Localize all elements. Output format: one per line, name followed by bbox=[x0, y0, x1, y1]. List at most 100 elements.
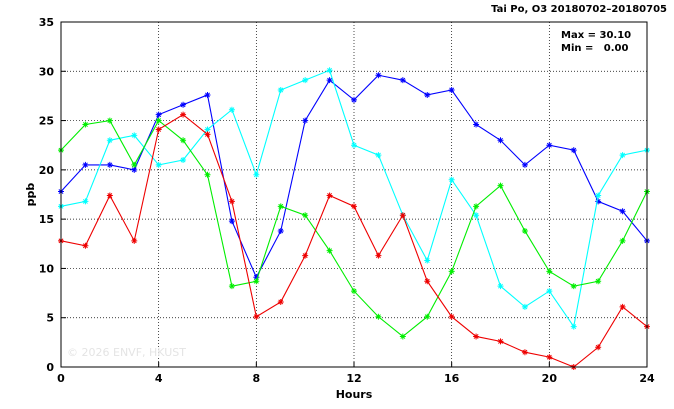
watermark: © 2026 ENVF, HKUST bbox=[67, 346, 186, 359]
data-point bbox=[595, 344, 602, 351]
data-point bbox=[155, 161, 162, 168]
data-point bbox=[375, 252, 382, 259]
data-point bbox=[82, 121, 89, 128]
data-point bbox=[619, 303, 626, 310]
data-point bbox=[473, 121, 480, 128]
series-2 bbox=[58, 117, 650, 340]
data-point bbox=[155, 117, 162, 124]
data-point bbox=[253, 278, 260, 285]
data-point bbox=[277, 87, 284, 94]
min-stat: Min = 0.00 bbox=[561, 43, 629, 54]
data-point bbox=[375, 152, 382, 159]
data-point bbox=[131, 132, 138, 139]
x-tick-label: 8 bbox=[253, 372, 261, 385]
data-point bbox=[180, 111, 187, 118]
data-point bbox=[448, 268, 455, 275]
data-point bbox=[497, 283, 504, 290]
data-point bbox=[253, 274, 260, 281]
x-tick-label: 20 bbox=[542, 372, 558, 385]
data-point bbox=[180, 101, 187, 108]
data-point bbox=[204, 91, 211, 98]
y-tick-label: 20 bbox=[39, 164, 55, 177]
data-point bbox=[595, 198, 602, 205]
y-tick-label: 25 bbox=[39, 115, 54, 128]
data-point bbox=[204, 171, 211, 178]
data-point bbox=[448, 176, 455, 183]
data-point bbox=[546, 288, 553, 295]
data-point bbox=[302, 77, 309, 84]
data-point bbox=[204, 126, 211, 133]
data-point bbox=[546, 268, 553, 275]
x-axis-label: Hours bbox=[336, 388, 373, 401]
data-point bbox=[180, 137, 187, 144]
data-point bbox=[473, 203, 480, 210]
data-point bbox=[277, 298, 284, 305]
data-point bbox=[521, 349, 528, 356]
max-stat: Max = 30.10 bbox=[561, 30, 631, 41]
data-point bbox=[302, 212, 309, 219]
x-tick-label: 12 bbox=[346, 372, 361, 385]
data-point bbox=[375, 72, 382, 79]
y-tick-label: 5 bbox=[46, 312, 54, 325]
data-point bbox=[546, 142, 553, 149]
data-point bbox=[497, 338, 504, 345]
data-point bbox=[131, 166, 138, 173]
data-point bbox=[521, 303, 528, 310]
data-point bbox=[180, 157, 187, 163]
data-point bbox=[302, 117, 309, 124]
data-point bbox=[228, 283, 235, 290]
data-point bbox=[448, 313, 455, 320]
data-point bbox=[595, 278, 602, 285]
data-point bbox=[106, 117, 113, 124]
data-point bbox=[326, 67, 333, 74]
data-point bbox=[351, 203, 357, 210]
chart-title: Tai Po, O3 20180702–20180705 bbox=[491, 4, 667, 15]
data-point bbox=[619, 208, 626, 215]
x-tick-label: 16 bbox=[444, 372, 460, 385]
data-point bbox=[131, 161, 138, 168]
x-tick-label: 4 bbox=[155, 372, 163, 385]
data-point bbox=[131, 237, 138, 244]
data-point bbox=[302, 252, 309, 259]
data-point bbox=[82, 161, 89, 168]
data-point bbox=[253, 171, 260, 178]
data-point bbox=[570, 323, 577, 330]
x-axis-ticks: 0 4 8 12 16 20 24 bbox=[57, 362, 655, 385]
data-point bbox=[399, 333, 406, 340]
data-point bbox=[106, 137, 113, 144]
data-point bbox=[546, 354, 553, 361]
y-axis-ticks: 0 5 10 15 20 25 30 35 bbox=[39, 16, 66, 374]
data-point bbox=[399, 212, 406, 219]
data-point bbox=[424, 91, 431, 98]
x-tick-label: 0 bbox=[57, 372, 65, 385]
data-point bbox=[399, 77, 406, 84]
data-point bbox=[497, 137, 504, 144]
data-point bbox=[155, 126, 162, 133]
y-tick-label: 15 bbox=[39, 213, 54, 226]
data-point bbox=[375, 313, 382, 320]
data-point bbox=[497, 182, 504, 189]
data-point bbox=[424, 257, 431, 264]
y-axis-label: ppb bbox=[24, 183, 37, 207]
data-point bbox=[326, 192, 333, 199]
data-point bbox=[106, 192, 113, 199]
y-tick-label: 35 bbox=[39, 16, 54, 29]
data-point bbox=[204, 131, 211, 138]
data-point bbox=[570, 147, 577, 154]
data-point bbox=[448, 87, 455, 94]
x-tick-label: 24 bbox=[639, 372, 655, 385]
data-point bbox=[521, 161, 528, 168]
data-point bbox=[521, 227, 528, 234]
data-point bbox=[155, 111, 162, 118]
data-point bbox=[82, 198, 89, 205]
y-tick-label: 10 bbox=[39, 262, 55, 275]
data-point bbox=[619, 152, 626, 159]
y-tick-label: 0 bbox=[46, 361, 54, 374]
data-point bbox=[424, 313, 431, 320]
data-point bbox=[424, 278, 431, 285]
data-point bbox=[228, 106, 235, 113]
series-0 bbox=[58, 72, 650, 281]
data-point bbox=[106, 161, 113, 168]
data-point bbox=[326, 77, 333, 84]
